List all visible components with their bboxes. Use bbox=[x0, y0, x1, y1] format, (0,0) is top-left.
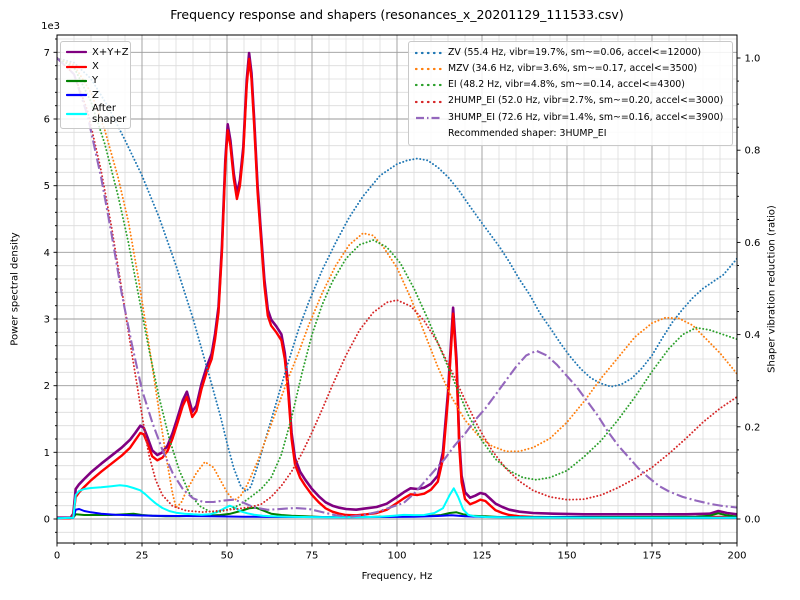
x-tick-label: 100 bbox=[387, 551, 406, 562]
legend-sample-z bbox=[66, 94, 87, 97]
chart-title: Frequency response and shapers (resonanc… bbox=[170, 7, 624, 22]
legend-label: X bbox=[92, 60, 99, 72]
legend-sample-ei bbox=[415, 84, 442, 87]
legend-sample-mzv bbox=[415, 68, 442, 71]
legend-item-x: X bbox=[66, 59, 125, 73]
x-tick-label: 125 bbox=[472, 551, 491, 562]
x-axis-label: Frequency, Hz bbox=[361, 571, 433, 582]
x-tick-label: 0 bbox=[54, 551, 60, 562]
legend-item-zv: ZV (55.4 Hz, vibr=19.7%, sm~=0.06, accel… bbox=[415, 45, 726, 61]
shaper-ei bbox=[57, 57, 737, 513]
x-tick-label: 175 bbox=[642, 551, 661, 562]
legend-item-ei: EI (48.2 Hz, vibr=4.8%, sm~=0.14, accel<… bbox=[415, 77, 726, 93]
y-tick-label-left: 1 bbox=[44, 448, 50, 459]
legend-sample-x bbox=[66, 65, 87, 68]
legend-sample-zv bbox=[415, 51, 442, 55]
axis-ticks bbox=[53, 38, 741, 547]
legend-item-3hump-ei: 3HUMP_EI (72.6 Hz, vibr=1.4%, sm~=0.16, … bbox=[415, 110, 726, 126]
legend-sample-x-y-z bbox=[66, 51, 87, 54]
legend-item-z: Z bbox=[66, 88, 125, 102]
x-tick-label: 25 bbox=[136, 551, 149, 562]
legend-sample-3hump-ei bbox=[416, 116, 441, 119]
shaper-mzv bbox=[57, 57, 737, 509]
y-tick-label-left: 7 bbox=[44, 48, 50, 59]
y-tick-label-right: 0.6 bbox=[745, 238, 761, 249]
y-axis-label-left: Power spectral density bbox=[9, 232, 21, 346]
legend-item-after-shaper: After shaper bbox=[66, 102, 127, 125]
legend-item-mzv: MZV (34.6 Hz, vibr=3.6%, sm~=0.17, accel… bbox=[415, 61, 726, 77]
y-tick-label-left: 5 bbox=[44, 181, 50, 192]
y-tick-label-left: 3 bbox=[44, 315, 50, 326]
series-x-y-z bbox=[57, 51, 737, 520]
legend-label: 2HUMP_EI (52.0 Hz, vibr=2.7%, sm~=0.20, … bbox=[448, 95, 724, 107]
legend-item-y: Y bbox=[66, 74, 125, 88]
legend-label: MZV (34.6 Hz, vibr=3.6%, sm~=0.17, accel… bbox=[448, 63, 698, 75]
legend-label: Y bbox=[92, 75, 99, 87]
recommended-shaper-text: Recommended shaper: 3HUMP_EI bbox=[448, 127, 607, 139]
legend-label: EI (48.2 Hz, vibr=4.8%, sm~=0.14, accel<… bbox=[448, 79, 685, 91]
y-tick-label-left: 2 bbox=[44, 381, 50, 392]
x-tick-label: 200 bbox=[727, 551, 746, 562]
y-tick-label-right: 0.0 bbox=[745, 515, 761, 526]
legend-label: ZV (55.4 Hz, vibr=19.7%, sm~=0.06, accel… bbox=[448, 46, 701, 58]
tick-labels: 0 25 50 75 100 125 150 175 200 0 1 2 3 4 5 6 7 0.0 0.2 0.4 0… bbox=[44, 48, 761, 562]
x-tick-label: 75 bbox=[306, 551, 319, 562]
legend-label: X+Y+Z bbox=[92, 46, 129, 58]
y-tick-label-left: 0 bbox=[44, 515, 50, 526]
legend-label: 3HUMP_EI (72.6 Hz, vibr=1.4%, sm~=0.16, … bbox=[448, 111, 724, 123]
legend-series: X+Y+Z X Y Z After shaper bbox=[60, 41, 131, 129]
series-x bbox=[57, 57, 737, 520]
legend-label: After shaper bbox=[92, 102, 127, 125]
legend-label: Z bbox=[92, 89, 99, 101]
series-after-shaper bbox=[57, 484, 737, 520]
y-tick-label-left: 6 bbox=[44, 115, 50, 126]
y-axis-offset-label: 1e3 bbox=[41, 21, 60, 32]
series-lines bbox=[57, 51, 737, 520]
legend-sample-after-shaper bbox=[66, 112, 87, 115]
x-tick-label: 50 bbox=[221, 551, 234, 562]
legend-item-x-y-z: X+Y+Z bbox=[66, 45, 129, 59]
legend-sample-2hump-ei bbox=[415, 100, 442, 103]
grid-minor bbox=[57, 35, 737, 543]
y-tick-label-right: 1.0 bbox=[745, 54, 761, 65]
legend-recommended-shaper: Recommended shaper: 3HUMP_EI bbox=[415, 126, 726, 142]
shaper-3hump-ei bbox=[57, 57, 737, 518]
y-tick-label-right: 0.4 bbox=[745, 330, 761, 341]
legend-shapers: ZV (55.4 Hz, vibr=19.7%, sm~=0.06, accel… bbox=[408, 41, 733, 147]
legend-item-2hump-ei: 2HUMP_EI (52.0 Hz, vibr=2.7%, sm~=0.20, … bbox=[415, 94, 726, 110]
y-tick-label-right: 0.2 bbox=[745, 422, 761, 433]
legend-sample-y bbox=[66, 79, 87, 83]
y-tick-label-right: 0.8 bbox=[745, 146, 761, 157]
y-tick-label-left: 4 bbox=[44, 248, 50, 259]
y-axis-label-right: Shaper vibration reduction (ratio) bbox=[766, 205, 778, 373]
x-tick-label: 150 bbox=[557, 551, 576, 562]
